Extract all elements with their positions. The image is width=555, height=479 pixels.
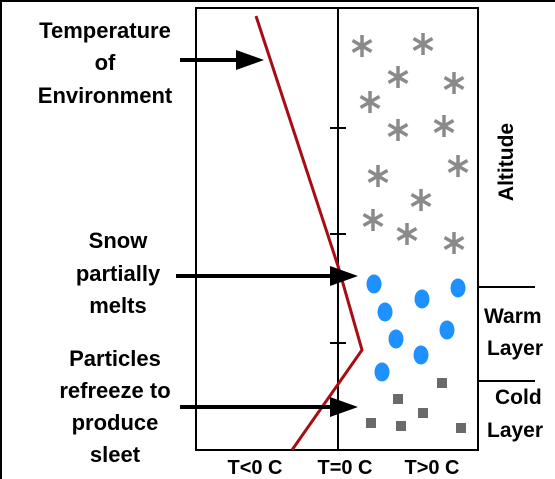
sleet-pellet <box>418 408 428 418</box>
label-temperature-line3: Environment <box>38 83 173 108</box>
snowflake-icon <box>387 66 409 88</box>
snowflake-icon <box>447 155 469 177</box>
snowflake-icon <box>433 115 455 137</box>
label-refreeze-line2: refreeze to <box>59 378 170 403</box>
temperature-profile-line <box>254 15 364 451</box>
label-refreeze-line3: produce <box>72 410 159 435</box>
snowflake-icon <box>396 223 418 245</box>
sleet-pellet <box>437 378 447 388</box>
snowflake-icon <box>351 35 373 57</box>
warm-layer-label-line2: Layer <box>487 337 543 360</box>
label-refreeze-line4: sleet <box>90 442 141 467</box>
melting-drop <box>366 274 382 294</box>
snowflake-icon <box>412 33 434 55</box>
label-snow-line1: Snow <box>89 228 149 253</box>
sleet-pellets <box>366 378 466 433</box>
snowflake-icon <box>443 72 465 94</box>
sleet-pellet <box>366 418 376 428</box>
snowflake-icon <box>410 189 432 211</box>
axis-label-above-zero: T>0 C <box>404 457 459 479</box>
snowflake-icon <box>362 209 384 231</box>
label-temperature-line2: of <box>95 50 116 75</box>
arrow-refreeze <box>180 397 358 417</box>
altitude-label: Altitude <box>495 123 518 201</box>
label-snow-line2: partially <box>76 261 161 286</box>
melting-drop <box>413 345 429 365</box>
cold-layer-label-line1: Cold <box>495 386 542 409</box>
melting-drop <box>388 329 404 349</box>
snowflake-icon <box>359 91 381 113</box>
label-snow-line3: melts <box>89 293 146 318</box>
melting-drop <box>374 362 390 382</box>
melting-drop <box>377 302 393 322</box>
label-temperature-line1: Temperature <box>39 18 171 43</box>
cold-layer-label-line2: Layer <box>487 419 543 442</box>
snowflake-icon <box>387 119 409 141</box>
melting-drops <box>366 274 466 382</box>
arrow-snow-melts <box>176 266 358 286</box>
sleet-pellet <box>396 421 406 431</box>
arrow-temperature <box>180 50 264 70</box>
melting-drop <box>439 320 455 340</box>
sleet-pellet <box>393 394 403 404</box>
axis-label-below-zero: T<0 C <box>227 457 282 479</box>
warm-layer-label-line1: Warm <box>484 305 542 328</box>
label-refreeze-line1: Particles <box>69 346 161 371</box>
snowflake-icon <box>443 232 465 254</box>
melting-drop <box>414 289 430 309</box>
axis-label-zero: T=0 C <box>317 457 372 479</box>
melting-drop <box>450 278 466 298</box>
sleet-pellet <box>456 423 466 433</box>
snowflakes <box>351 33 469 254</box>
snowflake-icon <box>367 165 389 187</box>
